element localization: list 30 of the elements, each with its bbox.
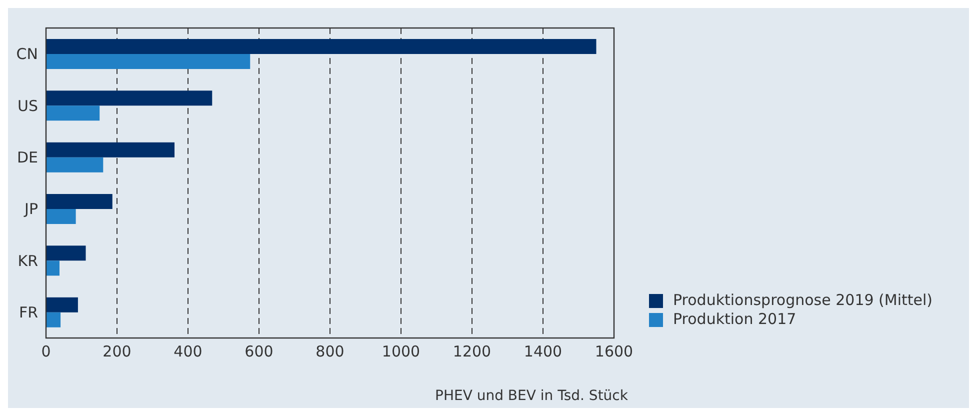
bar [46,157,104,172]
y-tick-label: JP [24,200,38,218]
x-tick-label: 1000 [382,342,420,361]
x-tick-label: 1400 [524,342,562,361]
legend-label: Produktionsprognose 2019 (Mittel) [673,291,933,309]
x-tick-label: 1600 [594,342,634,361]
bar [46,246,86,261]
bar [46,54,250,69]
y-tick-label: FR [18,303,38,322]
x-tick-label: 600 [244,342,274,361]
x-axis-title: PHEV und BEV in Tsd. Stück [435,388,629,404]
bar [46,39,596,54]
bar [46,312,61,328]
x-tick-label: 200 [102,342,132,361]
bar [46,90,212,106]
x-tick-label: 1200 [452,342,492,361]
y-tick-label: KR [18,252,38,270]
bar [46,260,60,276]
bar [46,209,76,224]
y-tick-label: CN [16,45,38,64]
bar [46,106,100,121]
y-tick-label: US [17,96,38,115]
bar [46,142,175,158]
x-tick-label: 800 [316,342,344,361]
x-tick-label: 0 [41,342,51,361]
x-tick-label: 400 [174,342,202,361]
bar [46,194,112,209]
bar [46,297,78,312]
legend-label: Produktion 2017 [673,310,796,328]
y-tick-label: DE [16,148,38,166]
